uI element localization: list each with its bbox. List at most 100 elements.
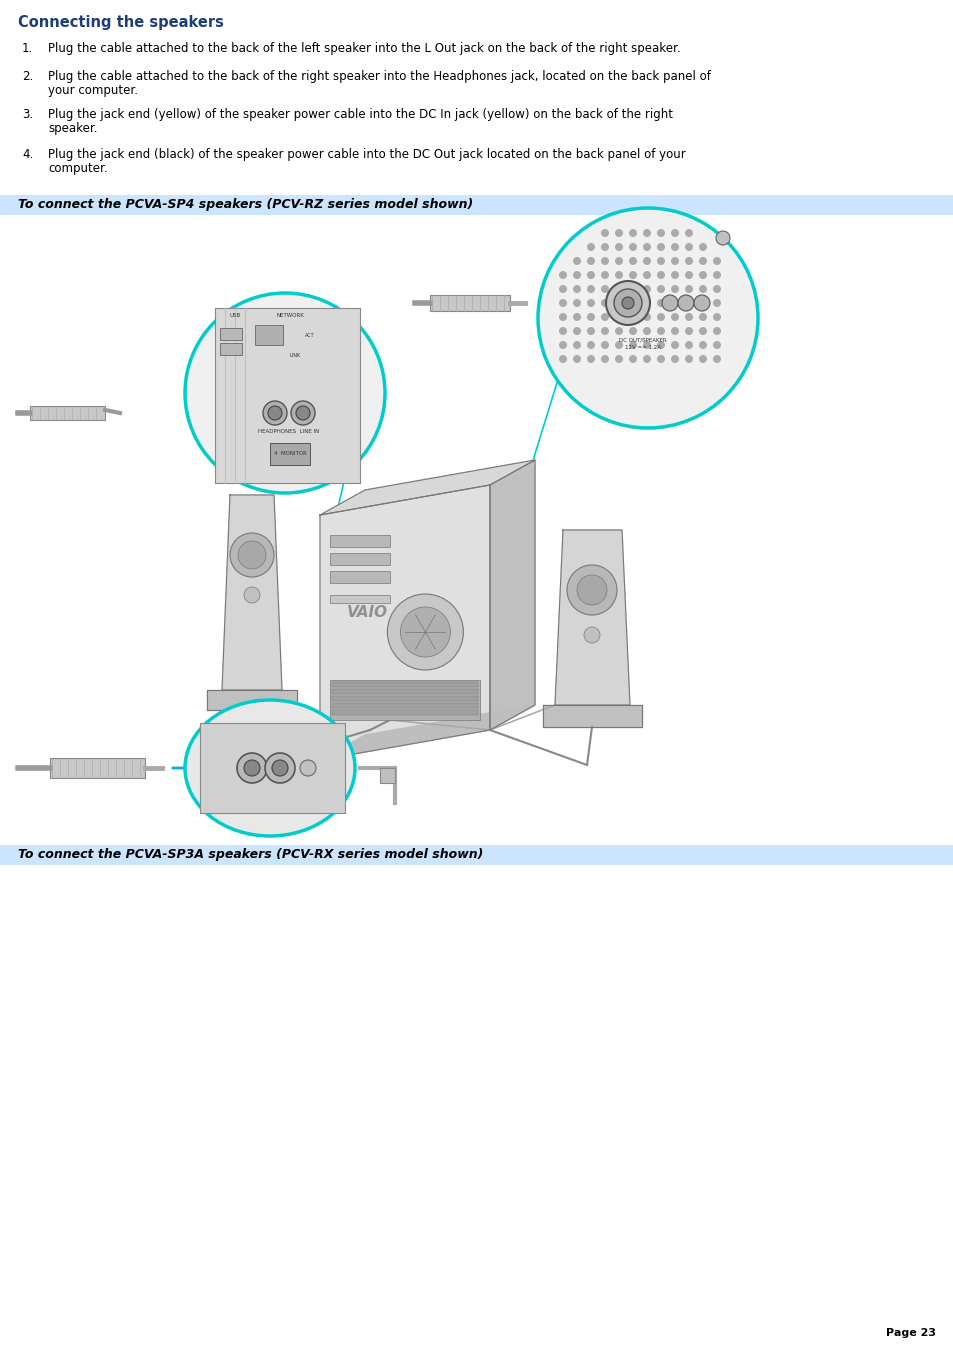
Circle shape bbox=[712, 340, 720, 349]
Circle shape bbox=[615, 313, 622, 322]
Circle shape bbox=[615, 327, 622, 335]
Circle shape bbox=[670, 285, 679, 293]
Circle shape bbox=[615, 355, 622, 363]
Circle shape bbox=[712, 327, 720, 335]
Circle shape bbox=[586, 355, 595, 363]
Circle shape bbox=[615, 340, 622, 349]
Circle shape bbox=[615, 230, 622, 236]
Bar bbox=[214, 308, 359, 484]
Bar bbox=[50, 758, 145, 778]
Text: Plug the cable attached to the back of the right speaker into the Headphones jac: Plug the cable attached to the back of t… bbox=[48, 70, 710, 82]
Circle shape bbox=[605, 281, 649, 326]
Circle shape bbox=[712, 285, 720, 293]
Text: speaker.: speaker. bbox=[48, 122, 97, 135]
Circle shape bbox=[699, 257, 706, 265]
Bar bbox=[332, 703, 477, 708]
Circle shape bbox=[628, 313, 637, 322]
Circle shape bbox=[657, 299, 664, 307]
Circle shape bbox=[558, 340, 566, 349]
Circle shape bbox=[573, 313, 580, 322]
Bar bbox=[220, 328, 242, 340]
Circle shape bbox=[712, 272, 720, 280]
Circle shape bbox=[577, 576, 606, 605]
Circle shape bbox=[684, 272, 692, 280]
Polygon shape bbox=[207, 690, 296, 711]
Circle shape bbox=[272, 761, 288, 775]
Bar bbox=[0, 844, 953, 865]
Circle shape bbox=[657, 272, 664, 280]
Circle shape bbox=[573, 272, 580, 280]
Circle shape bbox=[615, 299, 622, 307]
Text: To connect the PCVA-SP3A speakers (PCV-RX series model shown): To connect the PCVA-SP3A speakers (PCV-R… bbox=[18, 848, 483, 861]
Circle shape bbox=[400, 607, 450, 657]
Bar bbox=[254, 326, 283, 345]
Bar bbox=[332, 689, 477, 694]
Circle shape bbox=[628, 355, 637, 363]
Circle shape bbox=[657, 243, 664, 251]
Circle shape bbox=[670, 257, 679, 265]
Circle shape bbox=[586, 313, 595, 322]
Circle shape bbox=[244, 761, 260, 775]
Text: your computer.: your computer. bbox=[48, 84, 138, 97]
Circle shape bbox=[670, 230, 679, 236]
Circle shape bbox=[699, 272, 706, 280]
Circle shape bbox=[657, 285, 664, 293]
Bar bbox=[330, 680, 479, 720]
Circle shape bbox=[670, 327, 679, 335]
Bar bbox=[30, 407, 105, 420]
Circle shape bbox=[586, 299, 595, 307]
Circle shape bbox=[661, 295, 678, 311]
Circle shape bbox=[699, 340, 706, 349]
Circle shape bbox=[642, 327, 650, 335]
Text: NETWORK: NETWORK bbox=[276, 313, 304, 317]
Text: 4  MONITOR: 4 MONITOR bbox=[274, 451, 306, 457]
Circle shape bbox=[299, 761, 315, 775]
Circle shape bbox=[657, 257, 664, 265]
Circle shape bbox=[699, 313, 706, 322]
Circle shape bbox=[573, 299, 580, 307]
Circle shape bbox=[642, 355, 650, 363]
Circle shape bbox=[628, 243, 637, 251]
Circle shape bbox=[684, 230, 692, 236]
Circle shape bbox=[716, 231, 729, 245]
Circle shape bbox=[265, 753, 294, 784]
Circle shape bbox=[586, 327, 595, 335]
Circle shape bbox=[699, 327, 706, 335]
Circle shape bbox=[615, 285, 622, 293]
Circle shape bbox=[684, 327, 692, 335]
Circle shape bbox=[642, 340, 650, 349]
Circle shape bbox=[614, 289, 641, 317]
Circle shape bbox=[600, 299, 608, 307]
Circle shape bbox=[642, 243, 650, 251]
Circle shape bbox=[670, 355, 679, 363]
Ellipse shape bbox=[185, 293, 385, 493]
Circle shape bbox=[586, 285, 595, 293]
Circle shape bbox=[244, 586, 260, 603]
Circle shape bbox=[699, 299, 706, 307]
Circle shape bbox=[237, 540, 266, 569]
Circle shape bbox=[263, 401, 287, 426]
Circle shape bbox=[684, 313, 692, 322]
Circle shape bbox=[586, 243, 595, 251]
Bar bbox=[332, 682, 477, 688]
Bar bbox=[430, 295, 510, 311]
Circle shape bbox=[642, 272, 650, 280]
Bar bbox=[332, 711, 477, 715]
Circle shape bbox=[684, 355, 692, 363]
Text: computer.: computer. bbox=[48, 162, 108, 176]
Circle shape bbox=[699, 243, 706, 251]
Circle shape bbox=[387, 594, 463, 670]
Circle shape bbox=[628, 285, 637, 293]
Circle shape bbox=[600, 285, 608, 293]
Polygon shape bbox=[319, 485, 490, 761]
Circle shape bbox=[684, 257, 692, 265]
Circle shape bbox=[670, 299, 679, 307]
Text: Plug the cable attached to the back of the left speaker into the L Out jack on t: Plug the cable attached to the back of t… bbox=[48, 42, 679, 55]
Text: DC OUT/SPEAKER: DC OUT/SPEAKER bbox=[618, 338, 666, 343]
Circle shape bbox=[558, 285, 566, 293]
Circle shape bbox=[684, 299, 692, 307]
Circle shape bbox=[583, 627, 599, 643]
Text: 12V == 1.2A: 12V == 1.2A bbox=[624, 345, 660, 350]
Circle shape bbox=[586, 340, 595, 349]
Bar bbox=[330, 535, 390, 547]
